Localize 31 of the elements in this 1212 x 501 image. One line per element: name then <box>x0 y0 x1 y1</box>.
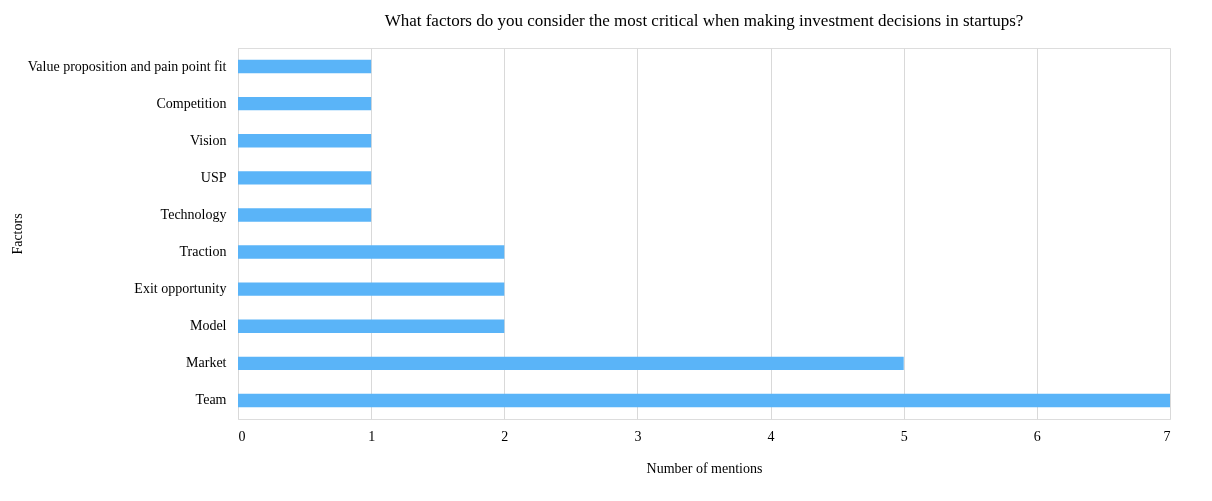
y-axis-title: Factors <box>9 213 25 255</box>
x-tick-label: 7 <box>1163 428 1171 444</box>
bar <box>238 282 505 296</box>
x-tick-label: 4 <box>767 428 775 444</box>
y-tick-label: Model <box>189 318 227 334</box>
y-tick-label: USP <box>200 169 227 185</box>
bar <box>238 356 904 371</box>
y-tick-label: Exit opportunity <box>134 281 227 297</box>
bar <box>238 319 505 333</box>
y-tick-label: Vision <box>190 132 227 148</box>
y-tick-label: Traction <box>179 244 227 260</box>
bar <box>238 393 1170 408</box>
y-tick-label: Market <box>186 355 227 371</box>
y-tick-label: Value proposition and pain point fit <box>27 58 227 74</box>
x-tick-label: 3 <box>634 428 642 444</box>
x-tick-label: 2 <box>501 428 509 444</box>
bar <box>238 134 372 148</box>
y-tick-label: Competition <box>156 95 227 111</box>
x-tick-label: 0 <box>238 428 246 444</box>
x-tick-label: 6 <box>1033 428 1041 444</box>
x-tick-label: 5 <box>900 428 908 444</box>
bar <box>238 245 505 259</box>
x-axis-title: Number of mentions <box>646 460 763 476</box>
y-tick-label: Team <box>195 392 227 408</box>
bar <box>238 96 372 111</box>
chart-title: What factors do you consider the most critical when making investment decisions in startups? <box>384 11 1024 30</box>
y-tick-label: Technology <box>160 206 227 222</box>
bar <box>238 208 372 222</box>
bar <box>238 59 372 74</box>
x-tick-label: 1 <box>368 428 376 444</box>
bar <box>238 171 372 185</box>
